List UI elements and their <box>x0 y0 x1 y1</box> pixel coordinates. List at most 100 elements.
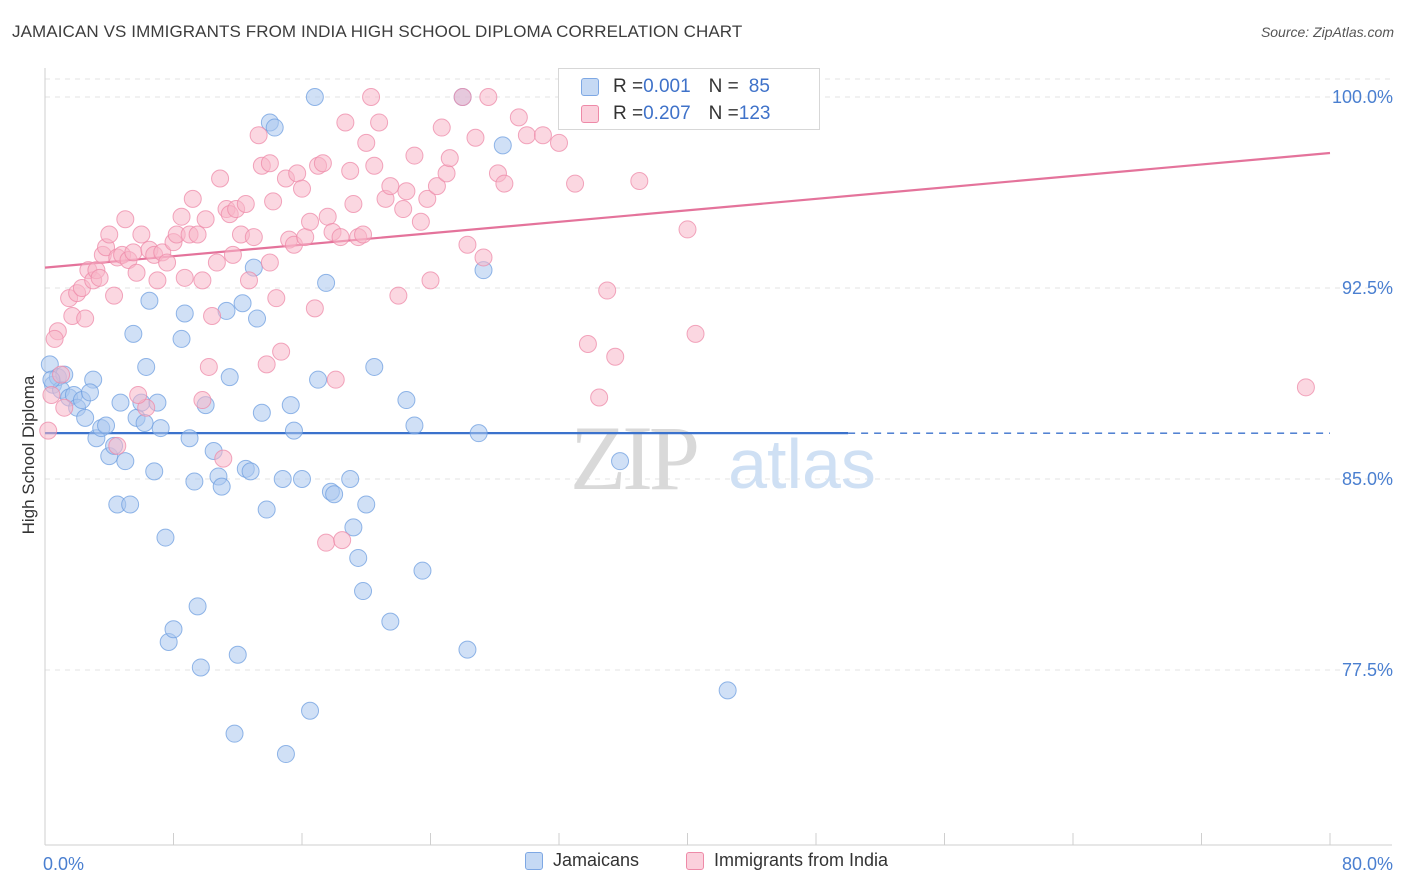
data-point <box>305 88 324 106</box>
data-point <box>354 225 373 244</box>
data-point <box>212 477 231 496</box>
data-point <box>718 681 737 700</box>
data-point <box>97 416 116 435</box>
data-point <box>293 470 311 488</box>
data-point <box>453 88 472 106</box>
data-point <box>264 192 283 211</box>
data-point <box>405 416 424 435</box>
y-tick-label-3: 77.5% <box>1342 660 1393 680</box>
legend-label-jamaicans: Jamaicans <box>553 850 640 870</box>
data-point <box>116 210 135 229</box>
data-point <box>331 228 350 247</box>
data-point <box>80 383 99 402</box>
chart-title: JAMAICAN VS IMMIGRANTS FROM INDIA HIGH S… <box>12 22 743 41</box>
data-point <box>288 164 307 183</box>
stats-legend: R = 0.001 N = 85 R = 0.207 N = 123 <box>558 68 820 130</box>
data-point <box>244 228 263 247</box>
watermark-zip: ZIP <box>570 407 697 509</box>
data-point <box>598 281 617 300</box>
data-point <box>381 177 400 196</box>
watermark-atlas: atlas <box>728 425 876 503</box>
data-point <box>509 108 528 127</box>
x-tick-label-0: 0.0% <box>43 854 84 874</box>
data-point <box>196 210 215 229</box>
data-point <box>265 118 284 137</box>
data-point <box>427 177 446 196</box>
data-point <box>397 391 416 410</box>
data-point <box>495 174 514 193</box>
data-point <box>301 212 320 231</box>
data-point <box>124 243 143 262</box>
legend-label-india: Immigrants from India <box>714 850 889 870</box>
data-point <box>370 113 389 132</box>
data-point <box>344 194 363 213</box>
data-point <box>172 207 191 226</box>
data-point <box>533 126 552 145</box>
data-point <box>341 470 360 488</box>
data-point <box>318 207 337 226</box>
data-point <box>193 271 212 290</box>
data-point <box>313 154 332 173</box>
data-point <box>296 228 315 247</box>
data-point <box>325 485 344 504</box>
data-point <box>76 408 95 427</box>
data-point <box>211 169 230 188</box>
data-point <box>276 745 295 764</box>
data-point <box>432 118 451 137</box>
data-point <box>188 225 207 244</box>
data-point <box>354 582 373 601</box>
data-point <box>365 156 384 175</box>
data-point <box>344 518 363 537</box>
data-point <box>105 286 124 305</box>
data-point <box>233 294 252 313</box>
data-point <box>52 365 71 384</box>
legend-item-india: Immigrants from India <box>686 850 888 871</box>
data-point <box>394 200 413 219</box>
data-point <box>357 495 376 514</box>
data-point <box>55 398 74 417</box>
data-point <box>493 136 512 155</box>
data-point <box>257 355 276 374</box>
legend-swatch-jamaicans <box>525 851 543 870</box>
data-point <box>145 462 164 481</box>
data-point <box>293 179 311 198</box>
bottom-legend: Jamaicans Immigrants from India <box>0 850 1406 880</box>
data-point <box>284 421 303 440</box>
data-point <box>180 429 199 448</box>
data-point <box>252 403 271 422</box>
data-point <box>630 172 649 191</box>
data-point <box>164 620 183 639</box>
data-point <box>336 113 355 132</box>
data-point <box>305 299 324 318</box>
data-point <box>309 370 328 389</box>
data-point <box>381 612 400 631</box>
data-point <box>611 452 630 471</box>
data-point <box>191 658 210 677</box>
data-point <box>241 462 260 481</box>
y-tick-label-1: 92.5% <box>1342 278 1393 298</box>
data-point <box>203 307 222 326</box>
source-label: Source: ZipAtlas.com <box>1260 24 1394 40</box>
data-point <box>214 449 233 468</box>
legend-swatch-india <box>686 851 704 870</box>
data-point <box>469 424 488 443</box>
data-point <box>140 291 159 310</box>
data-point <box>127 263 146 282</box>
data-point <box>188 597 207 616</box>
data-point <box>397 182 416 201</box>
stats-row-india: R = 0.207 N = 123 <box>581 100 770 128</box>
data-point <box>590 388 609 407</box>
data-point <box>151 419 170 438</box>
data-point <box>236 194 255 213</box>
data-point <box>76 309 95 328</box>
data-point <box>421 271 440 290</box>
data-point <box>341 161 360 180</box>
data-point <box>317 533 336 552</box>
data-point <box>389 286 408 305</box>
data-point <box>578 335 597 354</box>
data-point <box>272 342 291 361</box>
data-point <box>260 154 279 173</box>
data-point <box>199 357 218 376</box>
data-point <box>362 88 381 106</box>
